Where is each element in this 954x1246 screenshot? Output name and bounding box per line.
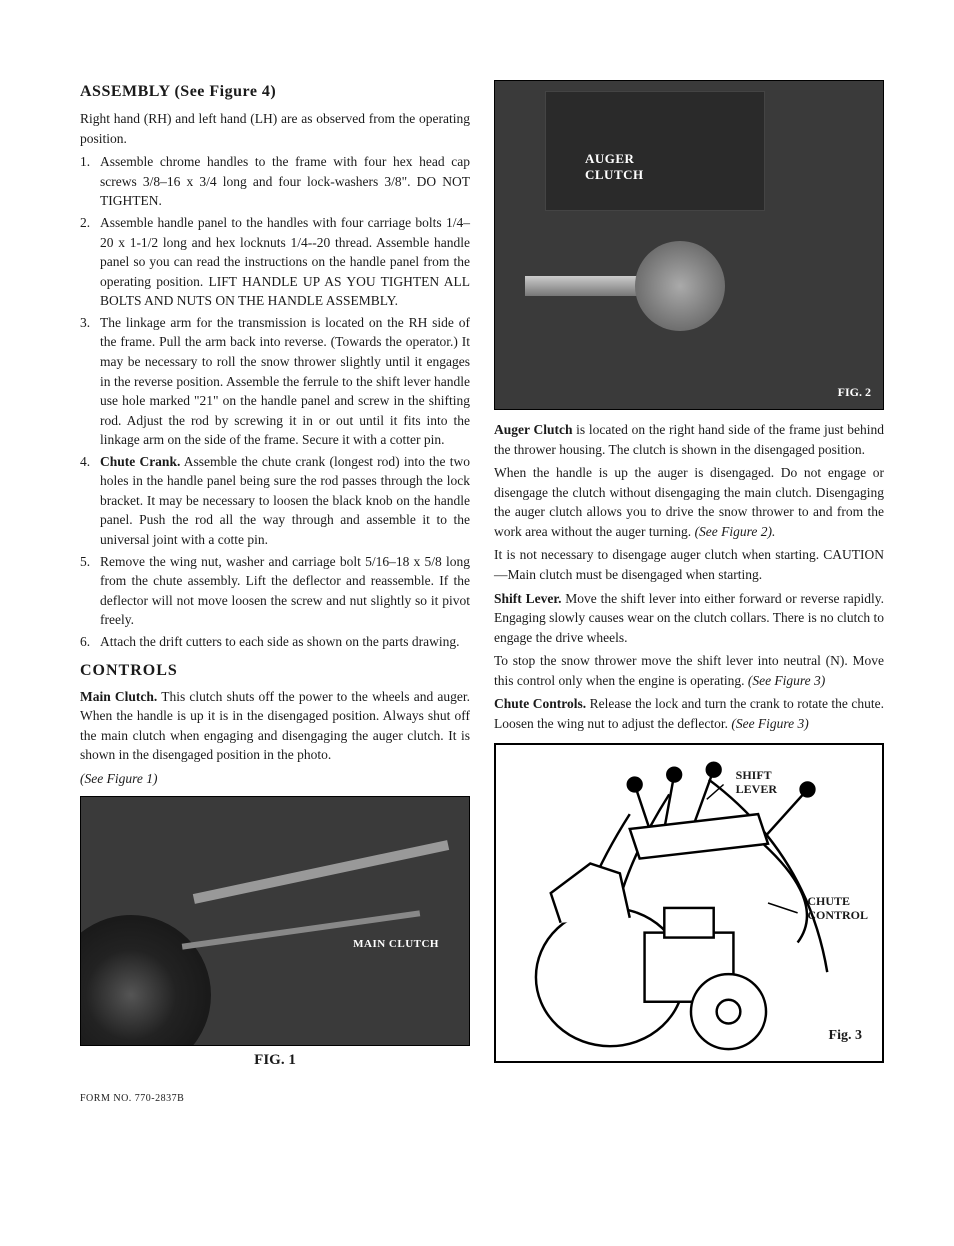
chute-control-label: CHUTE CONTROL <box>807 895 868 921</box>
assembly-item-5-text: Remove the wing nut, washer and carriage… <box>100 554 470 628</box>
frame-bar <box>193 840 449 904</box>
chute-controls-ref: (See Figure 3) <box>731 716 808 731</box>
figure-3-caption: Fig. 3 <box>829 1028 862 1043</box>
auger-label-1: AUGER <box>585 151 634 166</box>
controls-heading: CONTROLS <box>80 659 470 682</box>
auger-clutch-para: Auger Clutch is located on the right han… <box>494 420 884 459</box>
shift-lever-bold: Shift Lever. <box>494 591 561 606</box>
assembly-item-4: 4.Chute Crank. Assemble the chute crank … <box>80 452 470 550</box>
figure-3-diagram: SHIFT LEVER CHUTE CONTROL Fig. 3 <box>494 743 884 1063</box>
left-column: ASSEMBLY (See Figure 4) Right hand (RH) … <box>80 80 470 1107</box>
assembly-item-3-text: The linkage arm for the transmission is … <box>100 315 470 447</box>
assembly-item-1: 1.Assemble chrome handles to the frame w… <box>80 152 470 211</box>
assembly-heading: ASSEMBLY (See Figure 4) <box>80 80 470 103</box>
main-clutch-para: Main Clutch. This clutch shuts off the p… <box>80 687 470 765</box>
figure-2-photo: AUGER CLUTCH FIG. 2 <box>494 80 884 410</box>
assembly-item-6-text: Attach the drift cutters to each side as… <box>100 634 460 649</box>
right-column: AUGER CLUTCH FIG. 2 Auger Clutch is loca… <box>494 80 884 1107</box>
chute-controls-bold: Chute Controls. <box>494 696 586 711</box>
assembly-list: 1.Assemble chrome handles to the frame w… <box>80 152 470 651</box>
shift-lever-para: Shift Lever. Move the shift lever into e… <box>494 589 884 648</box>
assembly-item-4-bold: Chute Crank. <box>100 454 180 469</box>
shift-p2-ref: (See Figure 3) <box>748 673 825 688</box>
housing-shape <box>545 91 765 211</box>
form-number: FORM NO. 770-2837B <box>80 1092 470 1107</box>
figure-1-photo: MAIN CLUTCH <box>80 796 470 1046</box>
auger-p3: It is not necessary to disengage auger c… <box>494 545 884 584</box>
shift-p2: To stop the snow thrower move the shift … <box>494 651 884 690</box>
assembly-item-2-text: Assemble handle panel to the handles wit… <box>100 215 470 308</box>
auger-label-2: CLUTCH <box>585 167 644 182</box>
page-columns: ASSEMBLY (See Figure 4) Right hand (RH) … <box>80 80 884 1107</box>
figure-1-caption: FIG. 1 <box>80 1050 470 1072</box>
assembly-item-5: 5.Remove the wing nut, washer and carria… <box>80 552 470 630</box>
chute-controls-para: Chute Controls. Release the lock and tur… <box>494 694 884 733</box>
shift-lever-label: SHIFT LEVER <box>736 769 777 795</box>
assembly-item-2: 2.Assemble handle panel to the handles w… <box>80 213 470 311</box>
main-clutch-bold: Main Clutch. <box>80 689 157 704</box>
assembly-item-6: 6.Attach the drift cutters to each side … <box>80 632 470 652</box>
assembly-item-1-text: Assemble chrome handles to the frame wit… <box>100 154 470 208</box>
auger-p2-ref: (See Figure 2). <box>695 524 776 539</box>
main-clutch-ref: (See Figure 1) <box>80 769 470 789</box>
main-clutch-label: MAIN CLUTCH <box>353 937 439 953</box>
assembly-ref: (See Figure 4) <box>174 83 276 100</box>
assembly-title: ASSEMBLY <box>80 83 170 100</box>
assembly-intro: Right hand (RH) and left hand (LH) are a… <box>80 109 470 148</box>
assembly-item-3: 3.The linkage arm for the transmission i… <box>80 313 470 450</box>
auger-clutch-bold: Auger Clutch <box>494 422 572 437</box>
auger-clutch-label: AUGER CLUTCH <box>585 151 644 182</box>
shift-p2-text: To stop the snow thrower move the shift … <box>494 653 884 688</box>
auger-p2: When the handle is up the auger is disen… <box>494 463 884 541</box>
auger-p2-text: When the handle is up the auger is disen… <box>494 465 884 539</box>
wheel-shape <box>80 915 211 1046</box>
hub-shape <box>635 241 725 331</box>
figure-2-plate: FIG. 2 <box>838 384 871 401</box>
